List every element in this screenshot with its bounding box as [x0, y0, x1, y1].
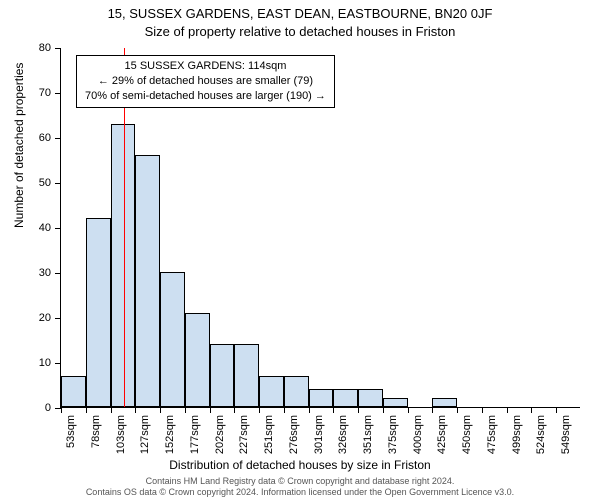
- x-tick: [358, 407, 359, 413]
- x-tick-label: 400sqm: [412, 415, 424, 454]
- y-tick-label: 10: [39, 357, 61, 369]
- x-tick: [61, 407, 62, 413]
- histogram-bar: [185, 313, 210, 408]
- x-tick-label: 152sqm: [164, 415, 176, 454]
- histogram-bar: [234, 344, 259, 407]
- x-tick-label: 524sqm: [535, 415, 547, 454]
- x-tick-label: 78sqm: [90, 415, 102, 448]
- x-tick: [507, 407, 508, 413]
- x-tick: [531, 407, 532, 413]
- x-tick: [383, 407, 384, 413]
- annotation-line-2: ← 29% of detached houses are smaller (79…: [85, 74, 326, 89]
- x-tick-label: 127sqm: [139, 415, 151, 454]
- y-tick-label: 40: [39, 222, 61, 234]
- y-tick-label: 20: [39, 312, 61, 324]
- y-tick-label: 0: [45, 402, 61, 414]
- x-tick: [111, 407, 112, 413]
- x-tick-label: 375sqm: [387, 415, 399, 454]
- annotation-line-1: 15 SUSSEX GARDENS: 114sqm: [85, 59, 326, 74]
- x-tick: [234, 407, 235, 413]
- x-tick-label: 53sqm: [65, 415, 77, 448]
- y-tick-label: 70: [39, 87, 61, 99]
- x-tick-label: 425sqm: [436, 415, 448, 454]
- histogram-bar: [111, 124, 136, 408]
- x-tick: [185, 407, 186, 413]
- x-tick-label: 351sqm: [362, 415, 374, 454]
- x-tick: [556, 407, 557, 413]
- x-tick: [259, 407, 260, 413]
- x-tick-label: 103sqm: [115, 415, 127, 454]
- x-tick: [408, 407, 409, 413]
- y-axis-label: Number of detached properties: [12, 63, 26, 228]
- chart-title-sub: Size of property relative to detached ho…: [0, 24, 600, 39]
- x-tick-label: 177sqm: [189, 415, 201, 454]
- annotation-line-3: 70% of semi-detached houses are larger (…: [85, 89, 326, 104]
- x-tick: [333, 407, 334, 413]
- x-tick: [432, 407, 433, 413]
- attribution-text: Contains HM Land Registry data © Crown c…: [0, 476, 600, 498]
- x-tick-label: 326sqm: [337, 415, 349, 454]
- attribution-line-2: Contains OS data © Crown copyright 2024.…: [86, 487, 514, 497]
- y-tick-label: 80: [39, 42, 61, 54]
- x-tick-label: 450sqm: [461, 415, 473, 454]
- histogram-bar: [432, 398, 457, 407]
- histogram-bar: [61, 376, 86, 408]
- histogram-bar: [284, 376, 309, 408]
- x-tick-label: 251sqm: [263, 415, 275, 454]
- x-axis-label: Distribution of detached houses by size …: [0, 458, 600, 472]
- histogram-bar: [135, 155, 160, 407]
- x-tick-label: 475sqm: [486, 415, 498, 454]
- chart-title-main: 15, SUSSEX GARDENS, EAST DEAN, EASTBOURN…: [0, 6, 600, 21]
- x-tick-label: 301sqm: [313, 415, 325, 454]
- x-tick-label: 549sqm: [560, 415, 572, 454]
- histogram-bar: [358, 389, 383, 407]
- y-tick-label: 60: [39, 132, 61, 144]
- x-tick-label: 499sqm: [511, 415, 523, 454]
- histogram-bar: [333, 389, 358, 407]
- x-tick: [160, 407, 161, 413]
- histogram-bar: [259, 376, 284, 408]
- histogram-bar: [309, 389, 334, 407]
- y-tick-label: 50: [39, 177, 61, 189]
- histogram-bar: [210, 344, 235, 407]
- annotation-box: 15 SUSSEX GARDENS: 114sqm ← 29% of detac…: [76, 55, 335, 108]
- x-tick: [309, 407, 310, 413]
- x-tick: [457, 407, 458, 413]
- histogram-bar: [86, 218, 111, 407]
- x-tick-label: 276sqm: [288, 415, 300, 454]
- x-tick: [210, 407, 211, 413]
- chart-container: 15, SUSSEX GARDENS, EAST DEAN, EASTBOURN…: [0, 0, 600, 500]
- x-tick: [86, 407, 87, 413]
- attribution-line-1: Contains HM Land Registry data © Crown c…: [146, 476, 455, 486]
- histogram-bar: [160, 272, 185, 407]
- x-tick-label: 202sqm: [214, 415, 226, 454]
- x-tick: [284, 407, 285, 413]
- y-tick-label: 30: [39, 267, 61, 279]
- x-tick: [135, 407, 136, 413]
- x-tick: [482, 407, 483, 413]
- histogram-bar: [383, 398, 408, 407]
- x-tick-label: 227sqm: [238, 415, 250, 454]
